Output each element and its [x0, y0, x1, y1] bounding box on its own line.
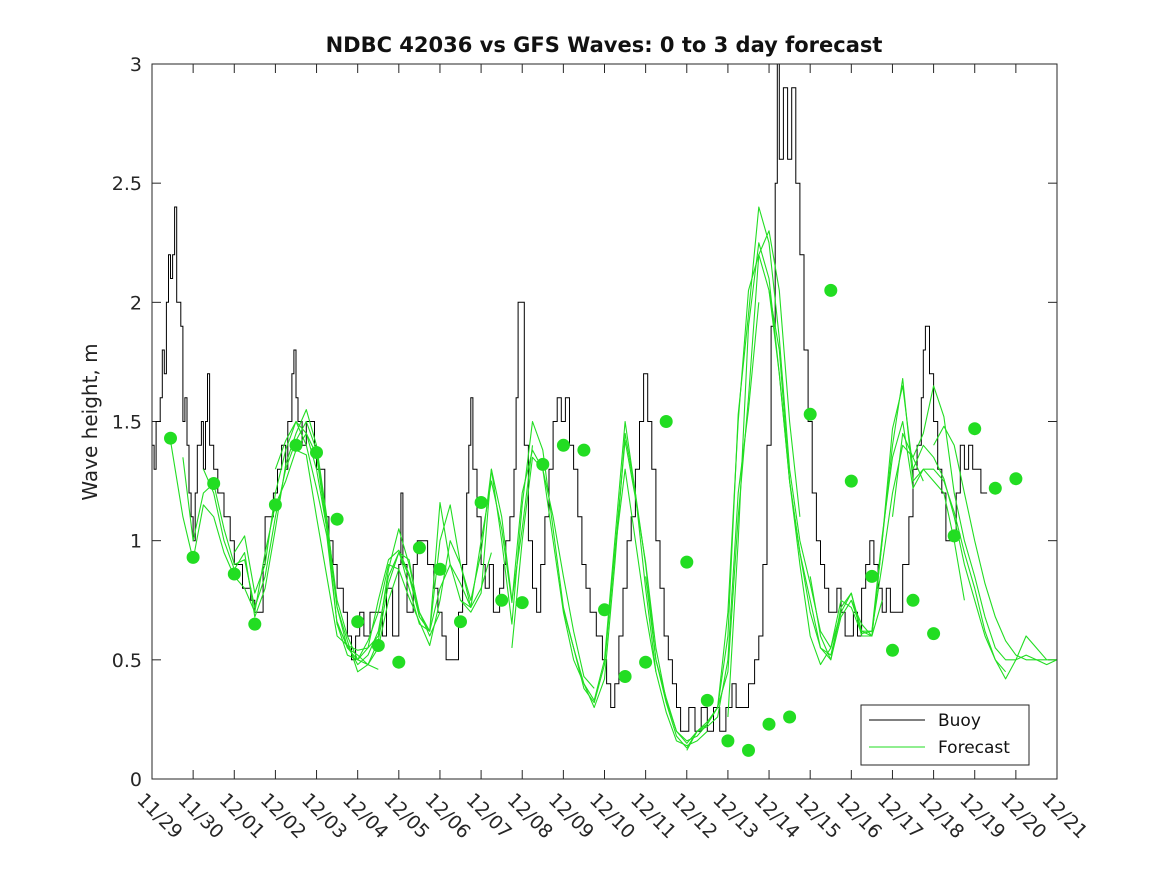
forecast-marker [618, 670, 632, 683]
y-tick-label: 3 [130, 54, 142, 76]
forecast-marker [824, 283, 838, 297]
forecast-marker [968, 422, 982, 436]
forecast-line [336, 445, 534, 661]
forecast-marker [988, 481, 1002, 495]
forecast-marker [392, 655, 406, 669]
forecast-line [645, 206, 842, 742]
forecast-line [202, 409, 420, 673]
forecast-marker [639, 655, 653, 669]
forecast-line [933, 425, 1057, 661]
forecast-marker [454, 615, 467, 629]
forecast-marker [515, 596, 529, 610]
forecast-marker [474, 496, 488, 509]
forecast-marker [227, 567, 241, 581]
forecast-line [603, 230, 801, 744]
forecast-line [511, 432, 708, 747]
forecast-marker [351, 615, 365, 629]
forecast-marker [803, 407, 817, 421]
legend-forecast-label: Forecast [938, 738, 1010, 758]
y-axis-label: Wave height, m [78, 343, 102, 500]
forecast-line [768, 290, 965, 666]
forecast-line [562, 302, 760, 749]
forecast-marker [330, 512, 344, 526]
forecast-marker [164, 431, 177, 445]
y-tick-label: 1.5 [112, 412, 142, 434]
forecast-line [182, 420, 400, 666]
forecast-marker [1009, 472, 1023, 486]
forecast-marker [906, 593, 920, 607]
axes-layer [151, 63, 1058, 780]
forecast-marker [680, 555, 694, 569]
forecast-line [727, 242, 924, 718]
forecast-marker [844, 474, 858, 488]
forecast-line [850, 378, 1048, 680]
forecast-marker [886, 643, 899, 657]
forecast-marker [186, 550, 200, 564]
y-tick-labels: 0 0.5 1 1.5 2 2.5 3 [112, 54, 142, 791]
forecast-marker [536, 457, 550, 471]
forecast-line [460, 420, 657, 704]
forecast-marker [268, 498, 282, 512]
y-tick-label: 2 [130, 292, 142, 314]
chart-title: NDBC 42036 vs GFS Waves: 0 to 3 day fore… [326, 33, 883, 57]
y-tick-label: 0.5 [112, 650, 142, 672]
forecast-marker [927, 627, 941, 641]
legend-buoy-label: Buoy [938, 711, 981, 731]
legend: Buoy Forecast [860, 704, 1030, 766]
forecast-marker [310, 446, 323, 459]
forecast-marker [556, 438, 570, 452]
forecast-marker [947, 529, 961, 543]
forecast-series [169, 206, 1058, 751]
forecast-line [891, 385, 1058, 666]
forecast-marker [412, 541, 426, 555]
forecast-marker [207, 477, 221, 490]
forecast-marker [659, 415, 673, 428]
y-tick-label: 1 [130, 531, 142, 553]
forecast-marker [248, 617, 262, 631]
forecast-markers [164, 283, 1023, 757]
legend-box [860, 704, 1030, 766]
forecast-marker [433, 562, 447, 576]
forecast-marker [495, 593, 509, 607]
forecast-line [295, 449, 492, 651]
forecast-marker [577, 443, 591, 457]
forecast-marker [865, 569, 879, 583]
forecast-marker [762, 717, 776, 731]
forecast-marker [289, 438, 303, 452]
y-tick-label: 0 [130, 769, 142, 791]
forecast-marker [742, 743, 755, 757]
forecast-marker [598, 603, 611, 617]
y-tick-label: 2.5 [112, 173, 142, 195]
forecast-marker [700, 693, 714, 707]
forecast-marker [721, 734, 735, 748]
plot-frame [151, 63, 1058, 780]
forecast-marker [783, 710, 797, 724]
forecast-marker [371, 639, 385, 652]
